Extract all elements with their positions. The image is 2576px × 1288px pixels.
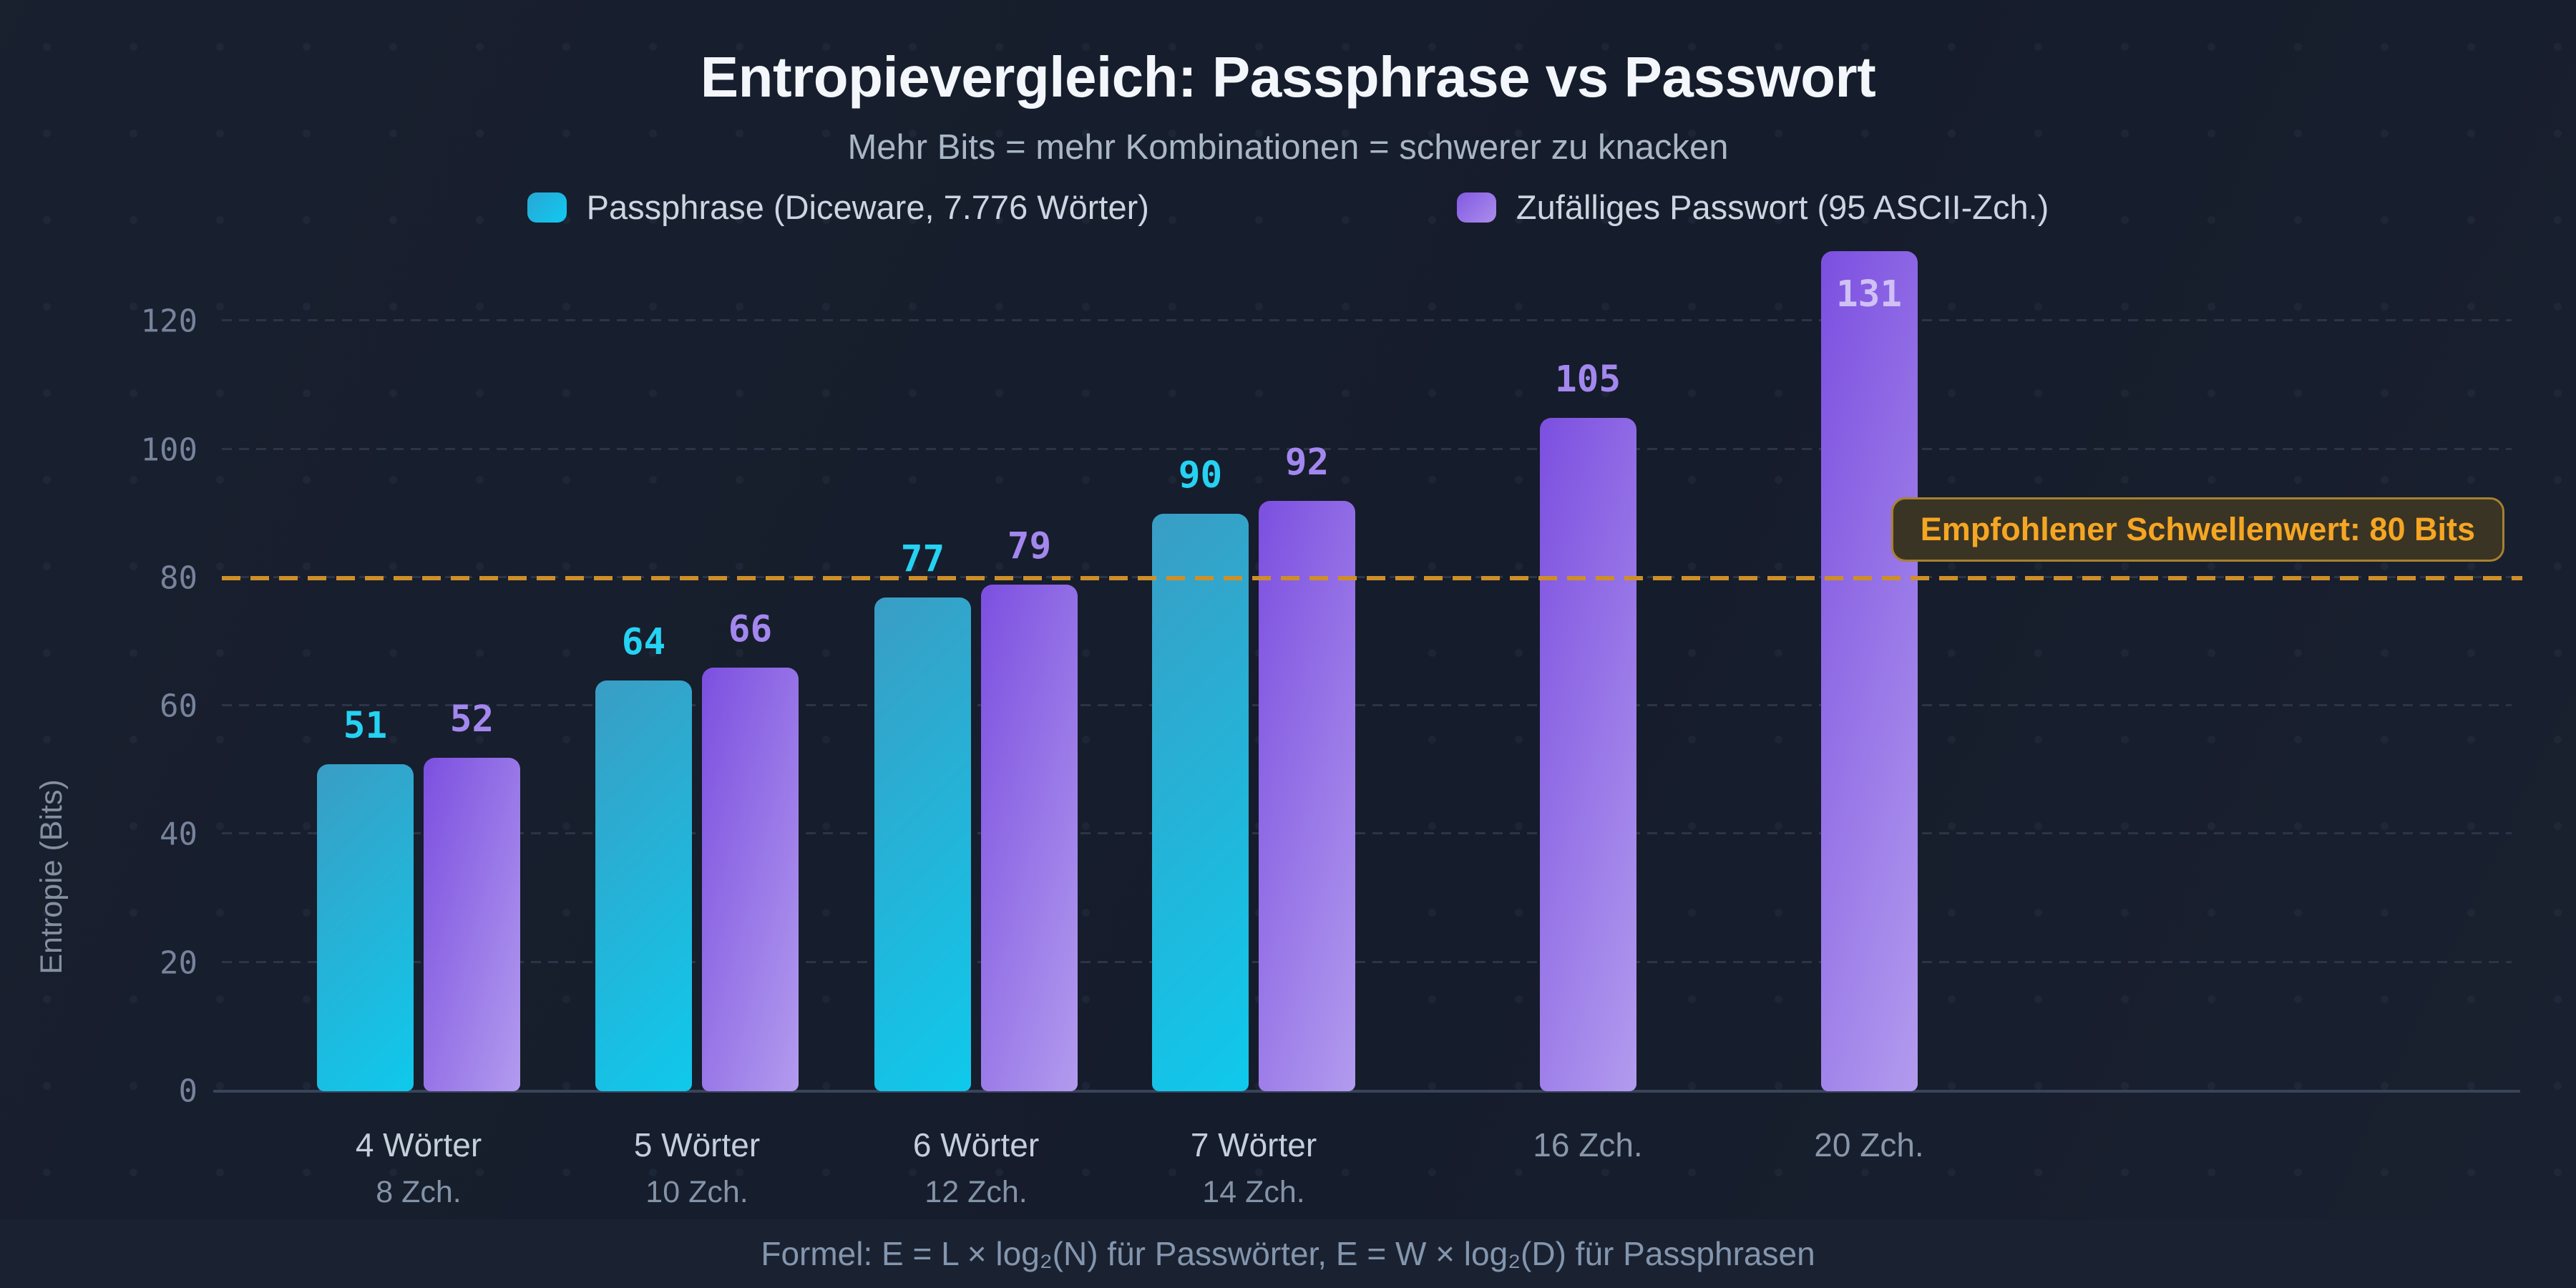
x-axis-label: 4 Wörter <box>355 1126 482 1163</box>
bar-value-label: 64 <box>621 621 666 664</box>
x-axis-label: 5 Wörter <box>633 1126 761 1163</box>
chart-subtitle: Mehr Bits = mehr Kombinationen = schwere… <box>847 128 1729 167</box>
bar-purple-6-wörter <box>981 584 1078 1091</box>
bar-value-label: 52 <box>449 698 494 741</box>
x-axis-sublabel: 10 Zch. <box>645 1175 748 1209</box>
bar-value-label: 105 <box>1554 358 1621 401</box>
bar-value-label: 77 <box>900 537 945 580</box>
bar-value-label: 79 <box>1007 525 1052 567</box>
legend-swatch-password-icon <box>1456 192 1496 223</box>
bar-value-label: 66 <box>728 608 773 651</box>
gridline <box>222 960 2512 963</box>
y-tick-label: 60 <box>160 688 197 725</box>
bar-purple-5-wörter <box>702 668 799 1091</box>
x-axis-label: 6 Wörter <box>912 1126 1040 1163</box>
gridline <box>222 832 2512 835</box>
bar-cyan-5-wörter <box>595 680 692 1091</box>
legend-swatch-passphrase-icon <box>527 192 567 223</box>
y-tick-label: 100 <box>140 431 197 469</box>
y-tick-label: 120 <box>140 303 197 340</box>
x-axis-label: 20 Zch. <box>1814 1126 1924 1163</box>
x-axis-sublabel: 8 Zch. <box>376 1175 462 1209</box>
bar-value-label: 51 <box>343 704 388 747</box>
legend-label-passphrase: Passphrase (Diceware, 7.776 Wörter) <box>586 188 1149 226</box>
gridline <box>222 319 2512 322</box>
x-axis-label: 7 Wörter <box>1190 1126 1317 1163</box>
threshold-label: Empfohlener Schwellenwert: 80 Bits <box>1890 497 2504 562</box>
x-axis-baseline <box>213 1090 2520 1093</box>
bar-value-label: 92 <box>1284 441 1330 484</box>
gridline <box>222 447 2512 450</box>
x-axis-sublabel: 12 Zch. <box>924 1175 1028 1209</box>
chart-title: Entropievergleich: Passphrase vs Passwor… <box>700 45 1876 109</box>
bar-purple-7-wörter <box>1259 501 1355 1091</box>
y-axis-title: Entropie (Bits) <box>34 779 69 975</box>
y-tick-label: 0 <box>178 1073 198 1110</box>
legend: Passphrase (Diceware, 7.776 Wörter) Zufä… <box>0 187 2576 227</box>
bar-purple-20-zch. <box>1820 250 1918 1091</box>
bar-value-label: 131 <box>1835 273 1903 316</box>
y-tick-label: 40 <box>160 816 197 853</box>
bar-cyan-4-wörter <box>317 763 414 1091</box>
bar-purple-4-wörter <box>424 757 520 1091</box>
gridline <box>222 704 2512 707</box>
bar-purple-16-zch. <box>1539 417 1636 1091</box>
threshold-line <box>222 576 2522 580</box>
bar-cyan-7-wörter <box>1152 514 1249 1091</box>
bar-value-label: 90 <box>1178 454 1223 497</box>
plot-area: Entropie (Bits) Empfohlener Schwellenwer… <box>34 250 2522 1209</box>
x-axis-label: 16 Zch. <box>1533 1126 1643 1163</box>
bar-cyan-6-wörter <box>874 597 971 1091</box>
footer-formula: Formel: E = L × log₂(N) für Passwörter, … <box>761 1235 1815 1272</box>
legend-item-password: Zufälliges Passwort (95 ASCII-Zch.) <box>1456 187 2049 227</box>
footer-bar: Formel: E = L × log₂(N) für Passwörter, … <box>0 1219 2576 1288</box>
legend-label-password: Zufälliges Passwort (95 ASCII-Zch.) <box>1516 188 2049 226</box>
y-tick-label: 80 <box>160 560 197 597</box>
y-tick-label: 20 <box>160 945 197 982</box>
x-axis-sublabel: 14 Zch. <box>1202 1175 1305 1209</box>
legend-item-passphrase: Passphrase (Diceware, 7.776 Wörter) <box>527 187 1149 227</box>
